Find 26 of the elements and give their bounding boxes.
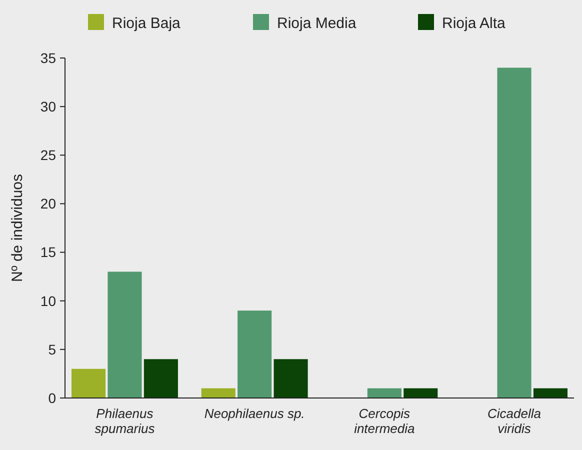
y-tick-label: 25 <box>40 147 56 164</box>
y-tick-label: 0 <box>48 390 56 406</box>
y-tick-label: 35 <box>40 50 56 66</box>
y-axis-title: Nº de individuos <box>9 174 26 282</box>
bar <box>201 388 236 398</box>
y-tick-label: 30 <box>40 98 56 114</box>
bar <box>238 310 272 398</box>
x-tick-label: Philaenus spumarius <box>94 406 156 436</box>
bar <box>533 388 568 398</box>
y-tick-label: 10 <box>40 292 56 309</box>
x-tick-label: Cercopis intermedia <box>354 406 415 436</box>
bar <box>144 359 178 398</box>
x-tick-label: Neophilaenus sp. <box>204 406 305 421</box>
y-tick-label: 20 <box>40 196 56 212</box>
legend-label: Rioja Media <box>277 15 357 32</box>
y-tick-label: 5 <box>48 341 56 358</box>
legend-label: Rioja Alta <box>442 15 506 32</box>
bar <box>71 368 106 398</box>
bar <box>108 272 142 398</box>
y-tick-label: 15 <box>40 244 56 260</box>
x-tick-label: Cicadella viridis <box>488 406 542 436</box>
bar <box>367 388 402 398</box>
legend-label: Rioja Baja <box>112 15 182 32</box>
bar <box>497 68 532 398</box>
bar <box>274 359 308 398</box>
bar <box>404 388 438 398</box>
